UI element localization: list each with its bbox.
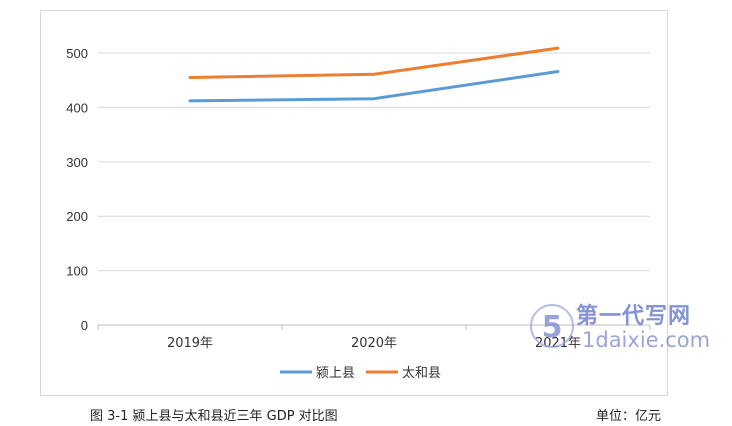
y-tick-label: 200 [66,209,88,224]
unit-label: 单位：亿元 [596,409,662,424]
y-axis-ticks: 0 100 200 300 400 500 [66,46,88,333]
legend-label-2: 太和县 [402,366,441,381]
x-tick-label: 2020年 [351,336,397,351]
y-tick-label: 500 [66,46,88,61]
watermark-title: 第一代写网 [576,304,692,329]
gridlines [98,52,650,326]
watermark-logo-text: 5 [542,310,563,345]
series-lines [188,46,560,103]
legend: 颍上县 太和县 [280,366,441,381]
y-tick-label: 300 [66,155,88,170]
figure-caption: 图 3-1 颍上县与太和县近三年 GDP 对比图 [90,409,338,424]
x-tick-label: 2019年 [167,336,213,351]
watermark: 5 第一代写网 1daixie.com [528,296,728,360]
y-tick-label: 400 [66,100,88,115]
y-tick-label: 0 [81,318,88,333]
legend-label-1: 颍上县 [316,366,355,381]
watermark-logo-icon: 5 [530,304,574,348]
y-tick-label: 100 [66,264,88,279]
watermark-url: 1daixie.com [582,328,711,352]
